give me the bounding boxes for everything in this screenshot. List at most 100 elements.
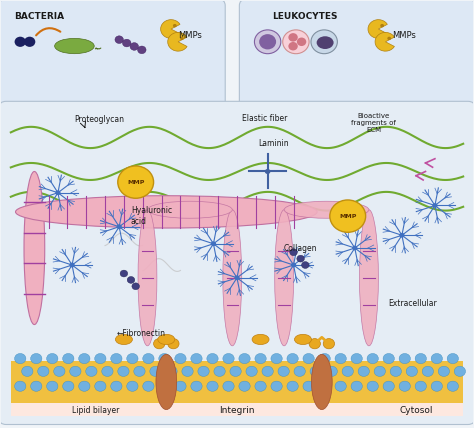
Circle shape <box>132 283 139 290</box>
Circle shape <box>118 366 129 377</box>
Circle shape <box>137 46 146 54</box>
Circle shape <box>24 37 36 47</box>
Ellipse shape <box>317 36 334 49</box>
Text: LEUKOCYTES: LEUKOCYTES <box>273 12 338 21</box>
Circle shape <box>198 366 209 377</box>
Circle shape <box>191 354 202 364</box>
Text: Proteoglycan: Proteoglycan <box>74 115 125 124</box>
Circle shape <box>175 354 186 364</box>
Circle shape <box>319 381 330 391</box>
Wedge shape <box>168 33 187 51</box>
Circle shape <box>297 38 306 46</box>
Circle shape <box>303 354 314 364</box>
Circle shape <box>265 169 271 174</box>
Circle shape <box>117 224 122 229</box>
Circle shape <box>69 263 75 268</box>
Circle shape <box>15 37 26 47</box>
Circle shape <box>330 200 365 232</box>
Circle shape <box>278 366 289 377</box>
Ellipse shape <box>55 39 94 54</box>
Circle shape <box>351 354 362 364</box>
Circle shape <box>271 354 282 364</box>
Circle shape <box>223 381 234 391</box>
Circle shape <box>159 354 170 364</box>
Circle shape <box>95 381 106 391</box>
Circle shape <box>207 354 218 364</box>
Ellipse shape <box>158 334 175 345</box>
Circle shape <box>46 354 58 364</box>
Text: MMPs: MMPs <box>178 31 202 40</box>
Text: BACTERIA: BACTERIA <box>14 12 64 21</box>
Circle shape <box>431 381 442 391</box>
Ellipse shape <box>284 201 369 218</box>
Circle shape <box>432 203 438 208</box>
Circle shape <box>406 366 418 377</box>
Circle shape <box>310 366 321 377</box>
Circle shape <box>31 354 42 364</box>
Circle shape <box>180 37 184 40</box>
Circle shape <box>54 366 65 377</box>
Circle shape <box>211 241 216 246</box>
Ellipse shape <box>223 210 242 346</box>
Circle shape <box>399 354 410 364</box>
Text: Elastic fiber: Elastic fiber <box>242 114 287 123</box>
Ellipse shape <box>359 210 378 346</box>
Ellipse shape <box>154 339 165 349</box>
Circle shape <box>127 276 135 283</box>
Circle shape <box>447 381 458 391</box>
Text: Bioactive
fragments of
ECM: Bioactive fragments of ECM <box>351 113 396 133</box>
Circle shape <box>288 42 298 51</box>
Circle shape <box>111 381 122 391</box>
Bar <box>11 401 463 416</box>
Bar <box>11 361 463 403</box>
Circle shape <box>383 354 394 364</box>
Circle shape <box>63 354 74 364</box>
Circle shape <box>351 381 362 391</box>
Circle shape <box>120 270 128 277</box>
Circle shape <box>191 381 202 391</box>
Ellipse shape <box>323 339 335 349</box>
Circle shape <box>46 381 58 391</box>
Circle shape <box>214 366 225 377</box>
Circle shape <box>31 381 42 391</box>
Circle shape <box>79 381 90 391</box>
Circle shape <box>150 366 161 377</box>
Circle shape <box>130 43 138 50</box>
Circle shape <box>367 381 378 391</box>
Text: Lipid bilayer: Lipid bilayer <box>72 406 119 415</box>
Circle shape <box>255 30 281 54</box>
Circle shape <box>335 354 346 364</box>
Circle shape <box>259 34 276 50</box>
Circle shape <box>287 354 298 364</box>
Circle shape <box>399 233 405 238</box>
Circle shape <box>303 381 314 391</box>
Circle shape <box>283 30 309 54</box>
Circle shape <box>387 37 391 40</box>
Circle shape <box>127 354 138 364</box>
Circle shape <box>297 255 304 262</box>
Text: ←Fibronectin: ←Fibronectin <box>117 329 166 338</box>
Circle shape <box>166 366 177 377</box>
Text: MMP: MMP <box>127 180 145 184</box>
Ellipse shape <box>16 196 317 228</box>
Wedge shape <box>368 20 387 39</box>
Circle shape <box>173 24 177 27</box>
Circle shape <box>122 39 131 47</box>
Circle shape <box>182 366 193 377</box>
Circle shape <box>415 381 427 391</box>
Text: Cytosol: Cytosol <box>399 406 433 415</box>
Circle shape <box>301 262 309 268</box>
Circle shape <box>102 366 113 377</box>
Circle shape <box>438 366 449 377</box>
Circle shape <box>415 354 427 364</box>
Ellipse shape <box>309 339 320 349</box>
Ellipse shape <box>24 172 45 324</box>
Ellipse shape <box>275 210 293 346</box>
Ellipse shape <box>138 210 157 346</box>
FancyBboxPatch shape <box>0 0 225 112</box>
Text: Laminin: Laminin <box>258 140 289 149</box>
Circle shape <box>255 381 266 391</box>
Circle shape <box>447 354 458 364</box>
Ellipse shape <box>116 334 132 345</box>
Ellipse shape <box>156 354 177 410</box>
